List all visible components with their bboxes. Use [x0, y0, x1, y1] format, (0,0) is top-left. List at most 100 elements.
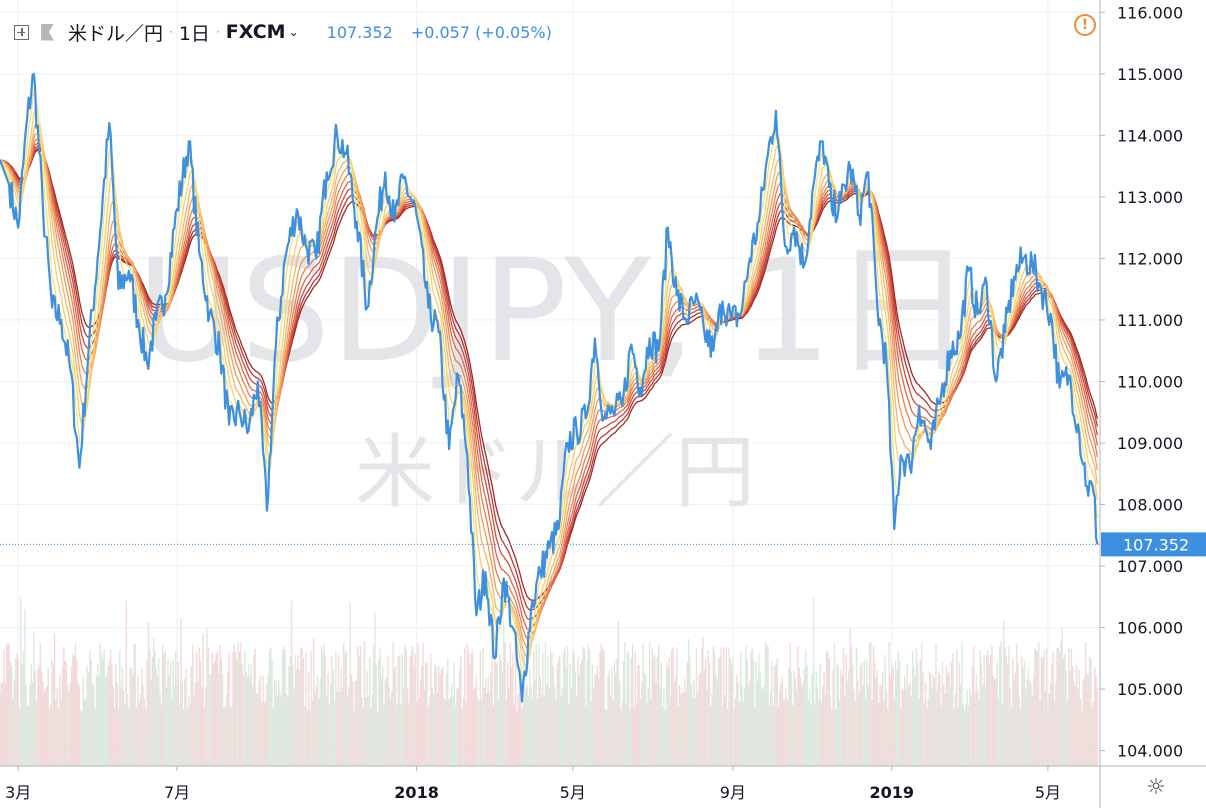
volume-bar [888, 641, 890, 766]
volume-bar [471, 651, 474, 766]
volume-bar [556, 664, 558, 766]
volume-bar [1075, 665, 1078, 766]
volume-bar [260, 702, 263, 766]
price-line[interactable] [0, 72, 1099, 703]
volume-bar [503, 621, 505, 766]
volume-bar [540, 694, 543, 766]
volume-bar [535, 643, 538, 766]
volume-bar [294, 654, 297, 766]
volume-bar [533, 651, 535, 766]
gear-icon[interactable]: ☼ [1146, 775, 1166, 800]
volume-bar [655, 683, 657, 766]
volume-bar [574, 670, 577, 766]
volume-bar [726, 708, 729, 766]
volume-bar [496, 662, 498, 766]
volume-bar [42, 681, 44, 766]
volume-bar [78, 685, 81, 766]
volume-bar [418, 698, 420, 766]
volume-bar [1001, 703, 1004, 766]
volume-bar [734, 697, 737, 766]
volume-bar [1018, 698, 1020, 766]
volume-bar [146, 659, 148, 766]
volume-bar [827, 651, 829, 766]
volume-bar [603, 649, 605, 766]
volume-bar [458, 669, 461, 766]
volume-bar [920, 642, 923, 766]
volume-bar [26, 704, 29, 766]
volume-bar [135, 707, 138, 766]
volume-bar [667, 665, 669, 766]
volume-bar [385, 677, 388, 766]
volume-bar [366, 670, 368, 766]
last-price-tag-label: 107.352 [1123, 535, 1189, 554]
volume-bar [293, 688, 295, 766]
volume-bar [656, 656, 659, 766]
volume-bar [672, 647, 674, 766]
symbol-name[interactable]: 米ドル／円 [68, 22, 164, 45]
volume-bar [914, 675, 916, 766]
volume-bar [939, 674, 941, 766]
volume-bar [1026, 678, 1028, 766]
price-axis[interactable]: 104.000 105.000 106.000 107.000 108.000 109.0… [1099, 0, 1206, 808]
plus-box-icon[interactable] [14, 24, 29, 40]
y-tick-label: 112.000 [1117, 249, 1183, 268]
volume-bar [578, 675, 580, 766]
volume-bar [267, 673, 269, 766]
volume-bar [700, 648, 703, 766]
chevron-down-icon[interactable]: ⌄ [288, 25, 299, 39]
volume-bar [199, 661, 202, 766]
volume-bar [746, 659, 748, 766]
volume-bar [663, 688, 665, 766]
volume-bar [999, 646, 1001, 766]
volume-bar [858, 693, 860, 766]
volume-bar [109, 649, 112, 766]
volume-bar [940, 705, 942, 766]
volume-bar [716, 681, 718, 766]
volume-bar [809, 690, 811, 766]
volume-bar [673, 681, 676, 766]
time-axis[interactable]: 3月 7月 2018 5月 9月 2019 5月 [0, 765, 1206, 802]
y-tick-label: 104.000 [1117, 742, 1183, 761]
volume-bar [348, 686, 350, 766]
volume-bar [960, 683, 962, 766]
volume-bar [177, 661, 180, 766]
volume-bar [936, 690, 938, 766]
volume-bar [745, 645, 747, 766]
volume-bar [355, 679, 358, 766]
volume-bar [422, 642, 424, 766]
volume-bar [861, 662, 863, 766]
volume-bar [928, 671, 931, 766]
volume-bar [814, 704, 816, 766]
volume-bar [630, 657, 633, 766]
exchange-label[interactable]: FXCM [225, 21, 286, 43]
volume-bar [197, 681, 199, 766]
volume-bar [7, 645, 9, 766]
volume-bar [836, 663, 838, 766]
volume-bar [505, 698, 508, 766]
interval-label[interactable]: 1日 [178, 22, 210, 45]
volume-bar [99, 643, 101, 766]
volume-bar [128, 708, 130, 766]
volume-bar [949, 687, 951, 766]
volume-bar [365, 697, 367, 766]
volume-bar [306, 709, 308, 766]
volume-bar [798, 667, 800, 766]
y-tick-label: 109.000 [1117, 434, 1183, 453]
volume-bar [1036, 651, 1039, 766]
volume-bar [184, 678, 186, 766]
volume-bar [987, 650, 989, 766]
volume-bar [585, 705, 587, 766]
volume-bar [234, 651, 237, 766]
volume-bar [426, 662, 428, 766]
volume-bar [456, 689, 458, 766]
volume-bar [12, 698, 14, 766]
alert-circle-icon[interactable]: ! [1074, 14, 1096, 36]
volume-bar [875, 677, 877, 766]
volume-bar [704, 660, 707, 766]
volume-bar [1040, 657, 1043, 766]
volume-bar [251, 686, 254, 766]
flag-icon[interactable] [41, 23, 54, 41]
volume-bar [1, 682, 4, 766]
volume-bar [409, 656, 411, 766]
